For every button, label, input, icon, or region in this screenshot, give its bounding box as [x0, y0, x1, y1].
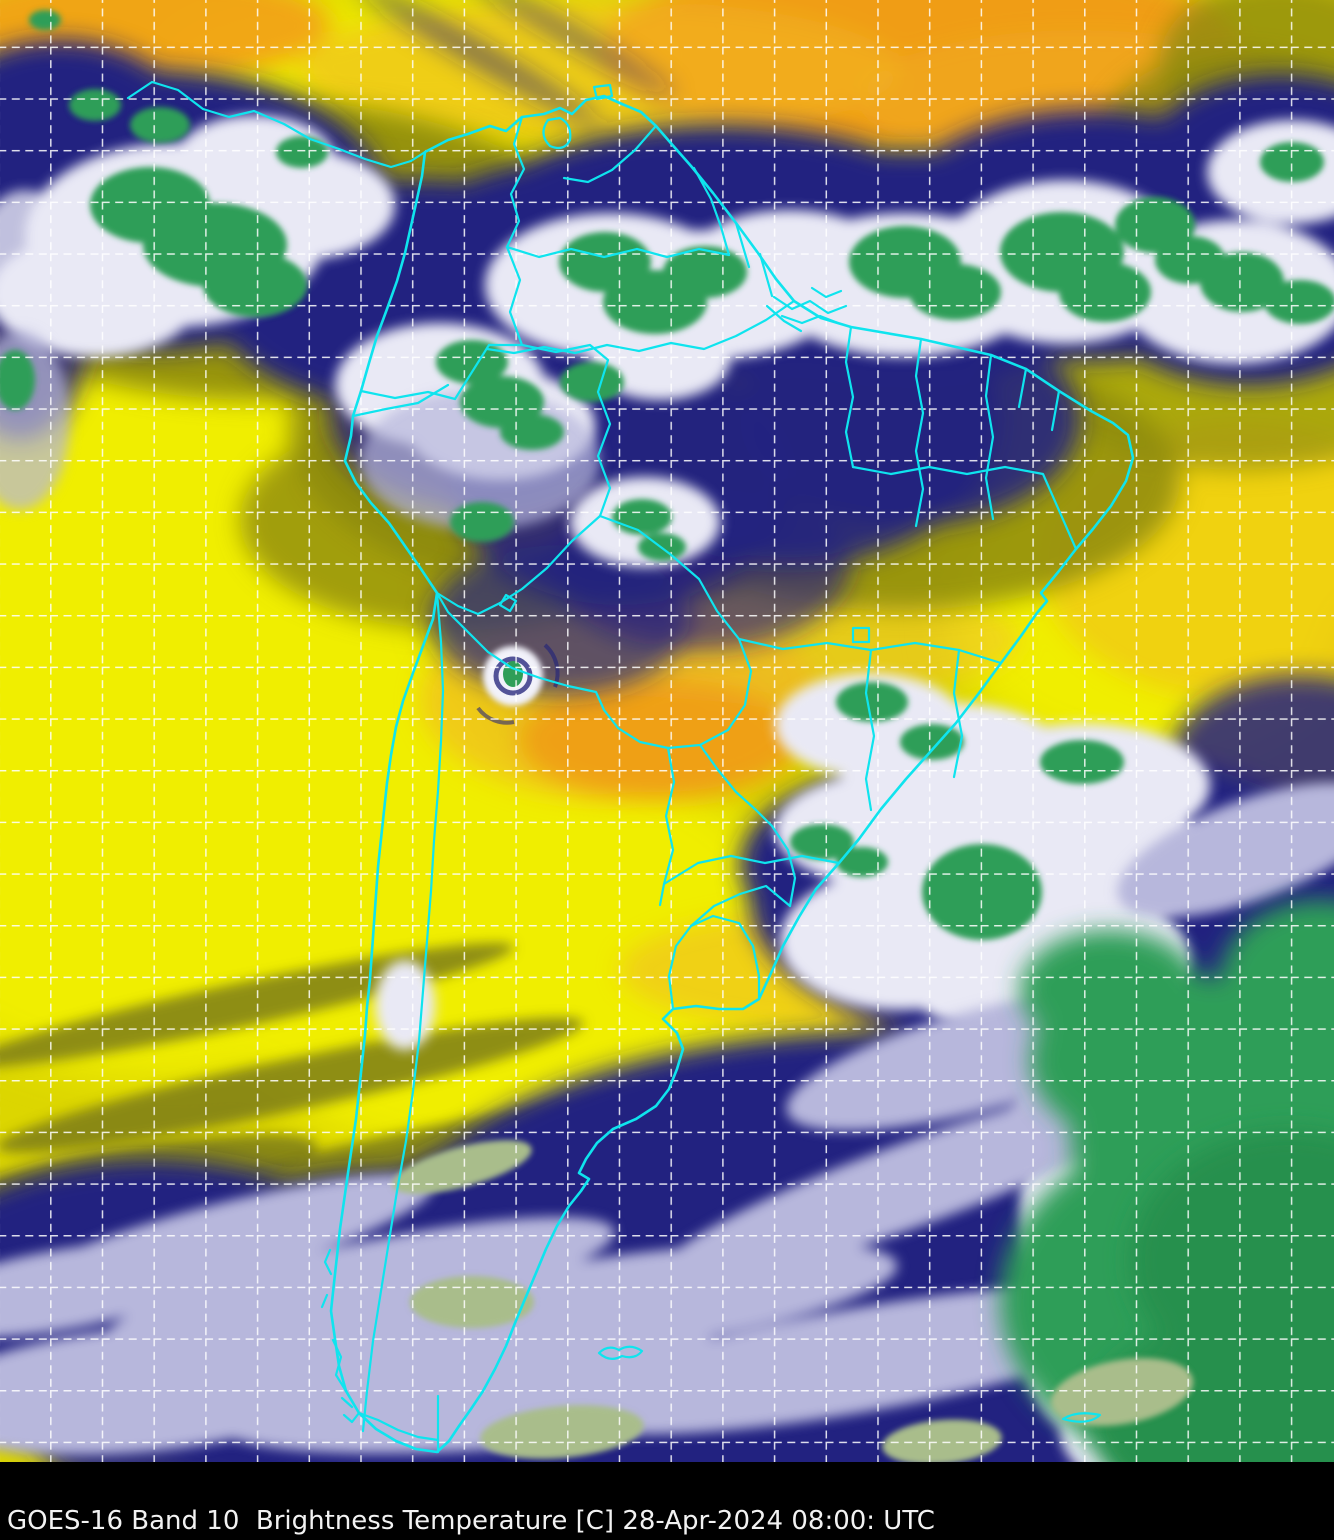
trinidad-island [592, 83, 614, 101]
caption-text: GOES-16 Band 10 Brightness Temperature [… [7, 1506, 935, 1536]
caption-bar: GOES-16 Band 10 Brightness Temperature [… [0, 1462, 1334, 1540]
chilean-fjords [320, 1248, 361, 1424]
river-lines [485, 125, 848, 355]
graticule-grid [0, 0, 1334, 1462]
brazil-state-borders [662, 325, 1078, 886]
falkland-islands [597, 1345, 644, 1360]
central-america-coastline [126, 80, 427, 169]
caption-bar-background [0, 1462, 1334, 1540]
map-borders-layer [126, 80, 1135, 1454]
lake-maracaibo [542, 116, 572, 150]
south-america-coastline [329, 94, 1135, 1454]
southern-islands [320, 1248, 1102, 1424]
south-georgia-island [1061, 1412, 1102, 1423]
